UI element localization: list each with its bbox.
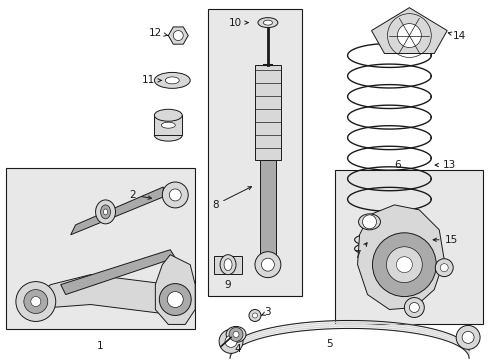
Polygon shape [155,255,195,324]
Circle shape [159,284,191,315]
Circle shape [455,325,479,349]
Circle shape [434,259,452,276]
Text: 10: 10 [228,18,247,28]
Text: 11: 11 [142,75,161,85]
Text: 12: 12 [148,28,167,37]
Polygon shape [357,205,443,310]
Bar [260,160,275,255]
Circle shape [219,329,243,353]
Text: 2: 2 [129,190,151,200]
Bar [154,115,182,135]
Bar [214,256,242,274]
Ellipse shape [358,214,380,230]
Circle shape [224,336,237,347]
Circle shape [169,189,181,201]
Text: 7: 7 [353,243,366,260]
Text: 13: 13 [434,160,455,170]
Circle shape [162,182,188,208]
Ellipse shape [224,259,232,271]
Circle shape [233,332,239,337]
Circle shape [404,298,424,318]
Circle shape [167,292,183,307]
Circle shape [248,310,261,321]
Circle shape [228,328,243,341]
Polygon shape [371,8,447,54]
Text: 3: 3 [261,307,271,318]
Text: 8: 8 [211,187,251,210]
Circle shape [362,215,376,229]
Circle shape [252,313,257,318]
Ellipse shape [220,255,236,275]
Text: 15: 15 [432,235,457,245]
Ellipse shape [165,77,179,84]
Circle shape [386,247,422,283]
Circle shape [24,289,48,314]
Ellipse shape [161,122,175,128]
Ellipse shape [154,109,182,121]
Circle shape [408,302,419,312]
Bar [6,168,195,329]
Polygon shape [71,187,163,235]
Ellipse shape [103,209,107,215]
Text: 9: 9 [224,280,231,289]
Ellipse shape [263,20,272,25]
Text: 1: 1 [97,341,103,351]
Circle shape [372,233,435,297]
Ellipse shape [154,72,190,88]
Circle shape [396,257,411,273]
Polygon shape [168,27,188,44]
Circle shape [439,264,447,272]
Text: 5: 5 [325,339,332,349]
Circle shape [173,31,183,41]
Circle shape [461,332,473,343]
Circle shape [397,24,421,48]
Bar [208,9,301,296]
Ellipse shape [261,258,274,271]
Text: 4: 4 [234,345,241,354]
Ellipse shape [101,205,110,219]
Text: 6: 6 [393,160,400,170]
Polygon shape [31,275,185,315]
Ellipse shape [225,327,245,342]
Polygon shape [61,250,175,294]
Ellipse shape [95,200,115,224]
Ellipse shape [258,18,277,28]
Bar [334,170,482,324]
Text: 14: 14 [447,31,465,41]
Circle shape [31,297,41,306]
Ellipse shape [254,252,280,278]
Ellipse shape [154,129,182,141]
Circle shape [16,282,56,321]
Bar [254,66,280,160]
